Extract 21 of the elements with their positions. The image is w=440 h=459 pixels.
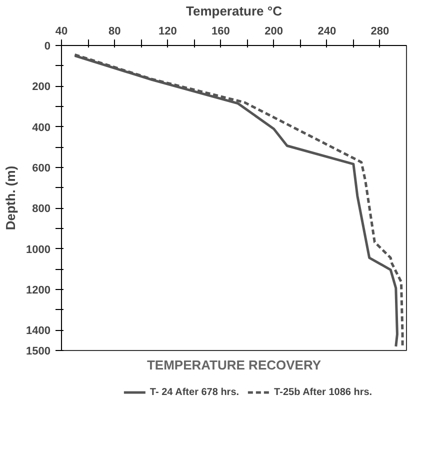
y-tick-label: 1500 [26, 346, 51, 358]
text: TEMPERATURE RECOVERY [146, 358, 322, 372]
y-tick-label: 1000 [26, 244, 51, 256]
x-tick-label: 80 [108, 26, 121, 38]
legend-label: T-25b After 1086 hrs. [274, 386, 372, 398]
x-tick-label: 280 [370, 26, 390, 38]
x-tick-label: 200 [264, 26, 283, 38]
x-tick-label: 160 [212, 26, 230, 38]
x-tick-label: 240 [318, 26, 336, 38]
x-tick-label: 120 [158, 26, 177, 38]
x-tick-label: 40 [55, 26, 68, 38]
y-tick-label: 1200 [26, 284, 51, 296]
legend-label: T- 24 After 678 hrs. [150, 386, 240, 398]
x-axis-title: Temperature °C [186, 4, 283, 18]
y-tick-label: 800 [32, 203, 51, 216]
y-tick-label: 0 [44, 40, 51, 52]
y-axis-title: Depth. (m) [3, 166, 18, 230]
y-tick-label: 400 [32, 122, 51, 134]
y-tick-label: 1400 [26, 325, 51, 338]
y-tick-label: 600 [32, 162, 51, 174]
y-tick-label: 200 [32, 81, 51, 94]
